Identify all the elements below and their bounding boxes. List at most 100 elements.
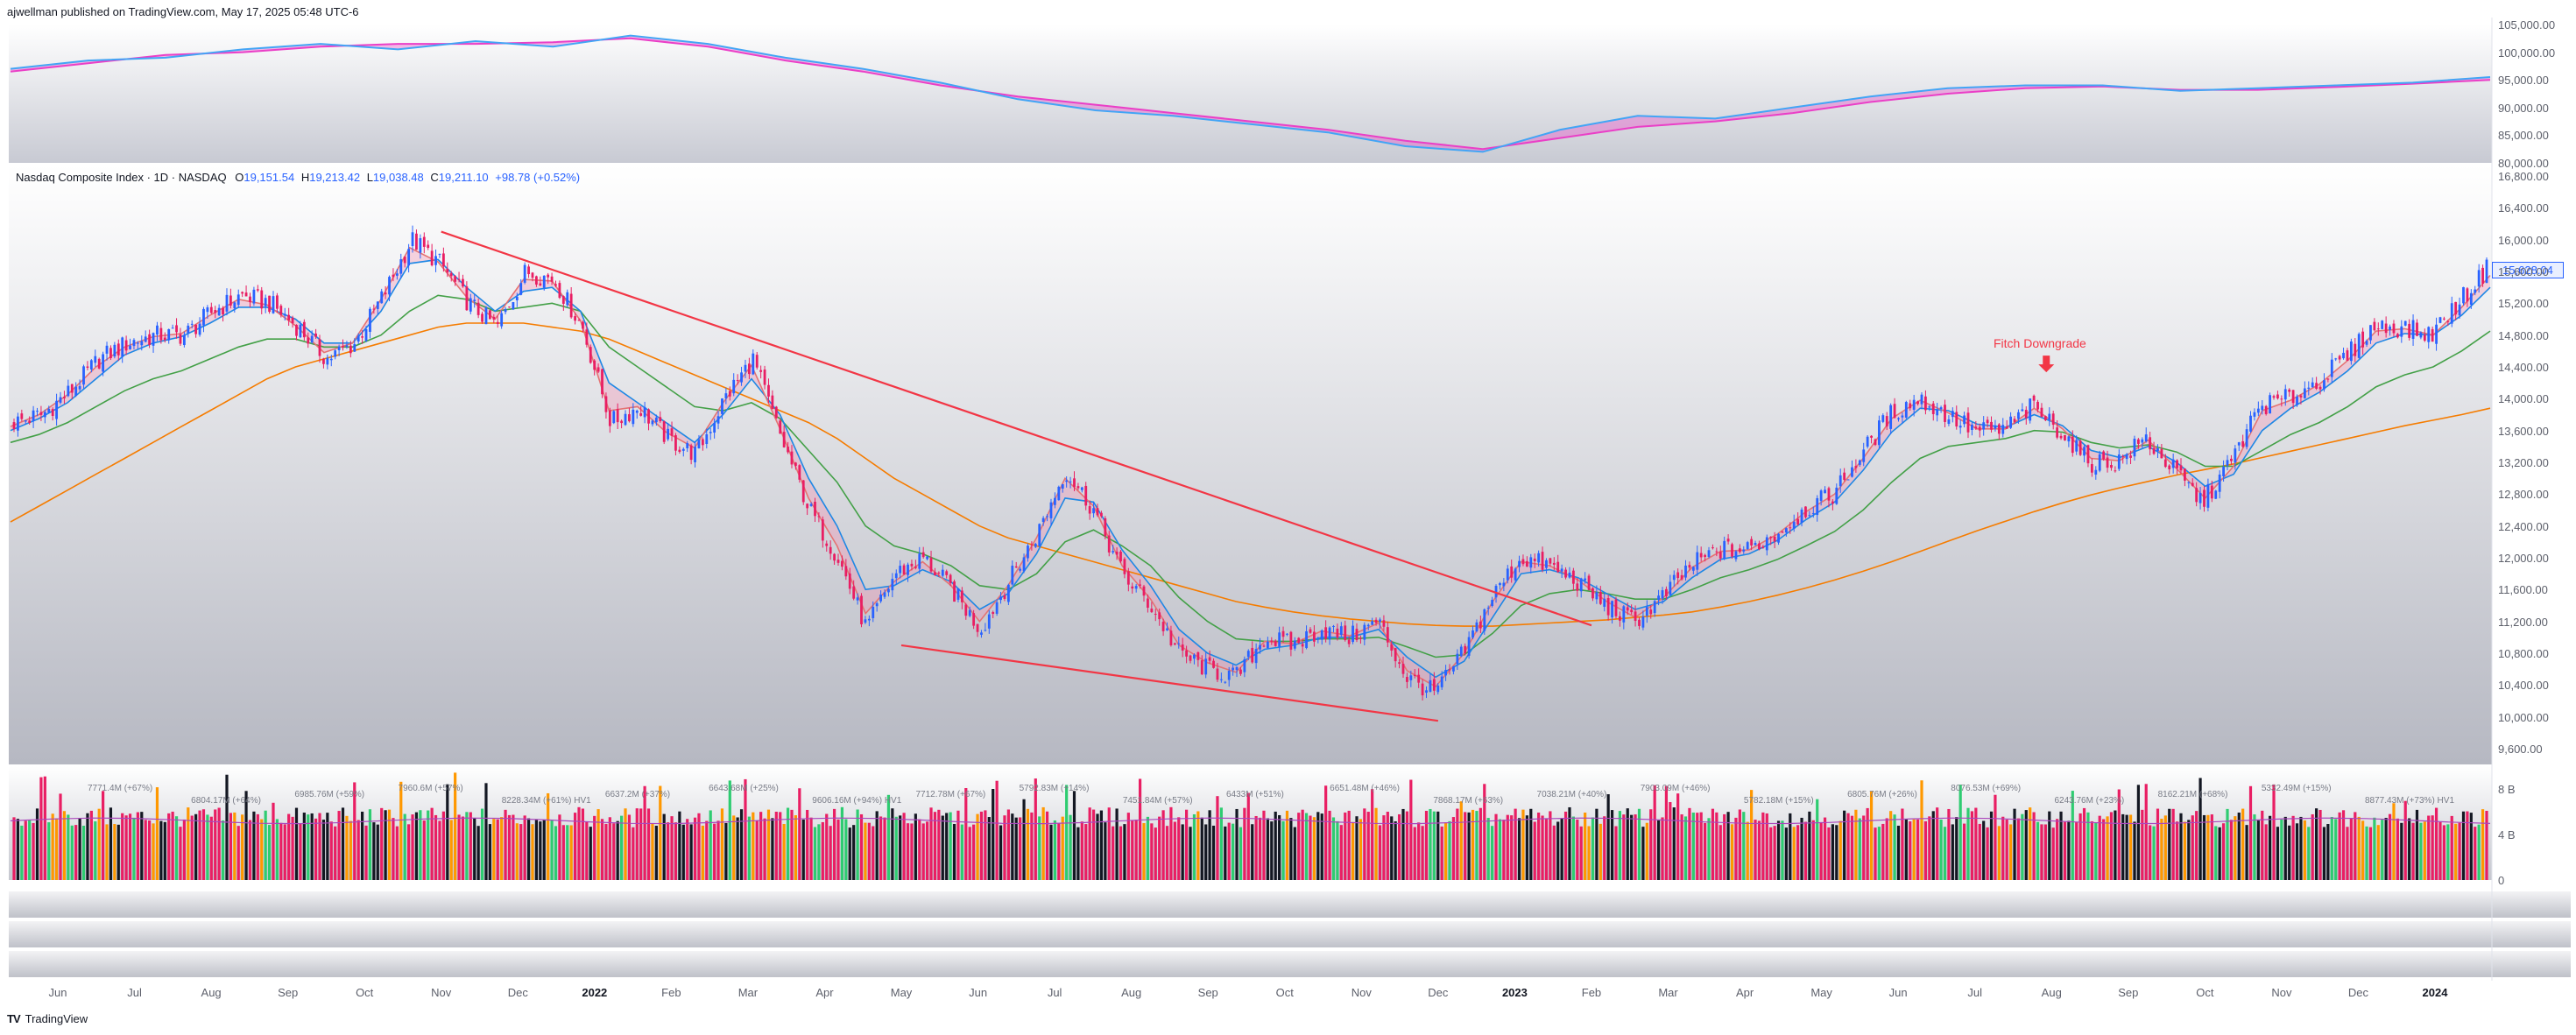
volume-bar xyxy=(1614,826,1618,880)
fitch-downgrade-label: Fitch Downgrade xyxy=(1994,336,2086,350)
candle-body xyxy=(844,566,848,577)
candle-body xyxy=(2354,343,2357,356)
volume-bar xyxy=(1112,826,1115,880)
volume-bar xyxy=(1312,817,1316,880)
candle-body xyxy=(2269,395,2272,414)
volume-bar xyxy=(1049,824,1053,880)
candle-body xyxy=(2171,459,2175,468)
volume-bar xyxy=(2195,811,2198,880)
candle-body xyxy=(2408,323,2411,338)
candle-body xyxy=(283,313,286,316)
volume-bar xyxy=(1591,817,1595,880)
candle-body xyxy=(465,286,469,311)
volume-bar xyxy=(755,820,759,880)
volume-bar xyxy=(1096,813,1099,880)
candle-body xyxy=(1073,478,1076,488)
volume-bar xyxy=(809,817,813,880)
volume-bar xyxy=(926,821,929,880)
candle-body xyxy=(1297,637,1301,644)
candle-body xyxy=(582,321,584,329)
volume-bar xyxy=(2261,810,2264,880)
candle-body xyxy=(249,296,251,303)
volume-bar xyxy=(744,778,747,880)
candle-body xyxy=(342,346,344,348)
candle-body xyxy=(809,503,813,506)
candle-body xyxy=(1352,625,1354,643)
time-axis-tick: Jun xyxy=(969,986,988,999)
volume-bar xyxy=(1091,809,1096,880)
symbol-legend[interactable]: Nasdaq Composite Index · 1D · NASDAQ O19… xyxy=(16,171,580,184)
volume-bar xyxy=(825,813,829,880)
volume-bar xyxy=(1978,823,1981,880)
volume-bar xyxy=(1800,817,1803,880)
candle-body xyxy=(1011,566,1014,585)
price-axis-tick: 12,000.00 xyxy=(2498,552,2549,565)
volume-bar xyxy=(321,820,326,880)
candle-body xyxy=(1436,685,1440,693)
top-axis-tick: 90,000.00 xyxy=(2498,101,2549,115)
candle-body xyxy=(550,276,554,282)
candle-body xyxy=(701,439,704,446)
volume-annotation: 6805.76M (+26%) xyxy=(1847,790,1917,799)
candle-body xyxy=(1491,600,1494,607)
candle-body xyxy=(1939,407,1943,410)
candle-body xyxy=(2392,323,2396,334)
candle-body xyxy=(167,329,171,341)
volume-bar xyxy=(2423,821,2426,880)
candle-body xyxy=(2009,416,2013,428)
volume-annotation: 7451.84M (+57%) xyxy=(1122,796,1193,806)
candle-body xyxy=(2373,321,2376,331)
candle-body xyxy=(2203,489,2205,507)
volume-bar xyxy=(1541,815,1544,880)
volume-bar xyxy=(1936,807,1939,880)
candle-body xyxy=(1750,539,1754,546)
volume-bar xyxy=(496,819,499,880)
candle-body xyxy=(2005,426,2008,429)
volume-bar xyxy=(1517,818,1521,880)
volume-bar xyxy=(786,807,790,880)
price-axis-tick: 15,200.00 xyxy=(2498,297,2549,311)
candle-body xyxy=(1796,518,1800,525)
candle-body xyxy=(78,386,81,390)
volume-bar xyxy=(62,811,67,880)
indicator-line-b xyxy=(10,37,2491,151)
candle-body xyxy=(1931,403,1935,414)
volume-bar xyxy=(434,814,438,880)
volume-bar xyxy=(1688,807,1691,880)
candle-body xyxy=(1189,655,1192,661)
volume-bar xyxy=(1552,825,1556,880)
volume-bar xyxy=(1378,825,1382,880)
volume-bar xyxy=(1683,816,1688,880)
candle-body xyxy=(349,345,352,354)
candle-body xyxy=(771,395,774,409)
volume-bar xyxy=(2388,813,2392,880)
volume-bar xyxy=(1576,819,1579,880)
volume-bar xyxy=(1467,812,1471,880)
candle-body xyxy=(561,296,565,304)
candle-body xyxy=(1769,536,1773,539)
candle-body xyxy=(2056,427,2059,438)
volume-bar xyxy=(326,813,329,880)
volume-bar xyxy=(2063,821,2067,880)
volume-bar xyxy=(86,813,89,880)
volume-bar xyxy=(480,808,484,880)
candle-body xyxy=(790,451,794,465)
volume-bar xyxy=(1019,817,1022,880)
volume-bar xyxy=(906,823,910,880)
time-axis-tick: Apr xyxy=(1735,986,1754,999)
volume-bar xyxy=(1061,816,1064,880)
candle-body xyxy=(2384,323,2388,334)
time-axis-tick: Sep xyxy=(2118,986,2139,999)
candle-body xyxy=(1691,567,1695,571)
volume-bar xyxy=(1506,814,1509,880)
candle-body xyxy=(1800,509,1803,523)
candle-body xyxy=(403,257,406,264)
candle-body xyxy=(2152,447,2156,454)
volume-bar xyxy=(639,808,643,880)
volume-bar xyxy=(1200,817,1203,880)
volume-bar xyxy=(399,781,403,880)
candle-body xyxy=(12,422,16,430)
candle-body xyxy=(2443,318,2445,320)
volume-annotation: 7868.17M (+63%) xyxy=(1433,796,1504,806)
